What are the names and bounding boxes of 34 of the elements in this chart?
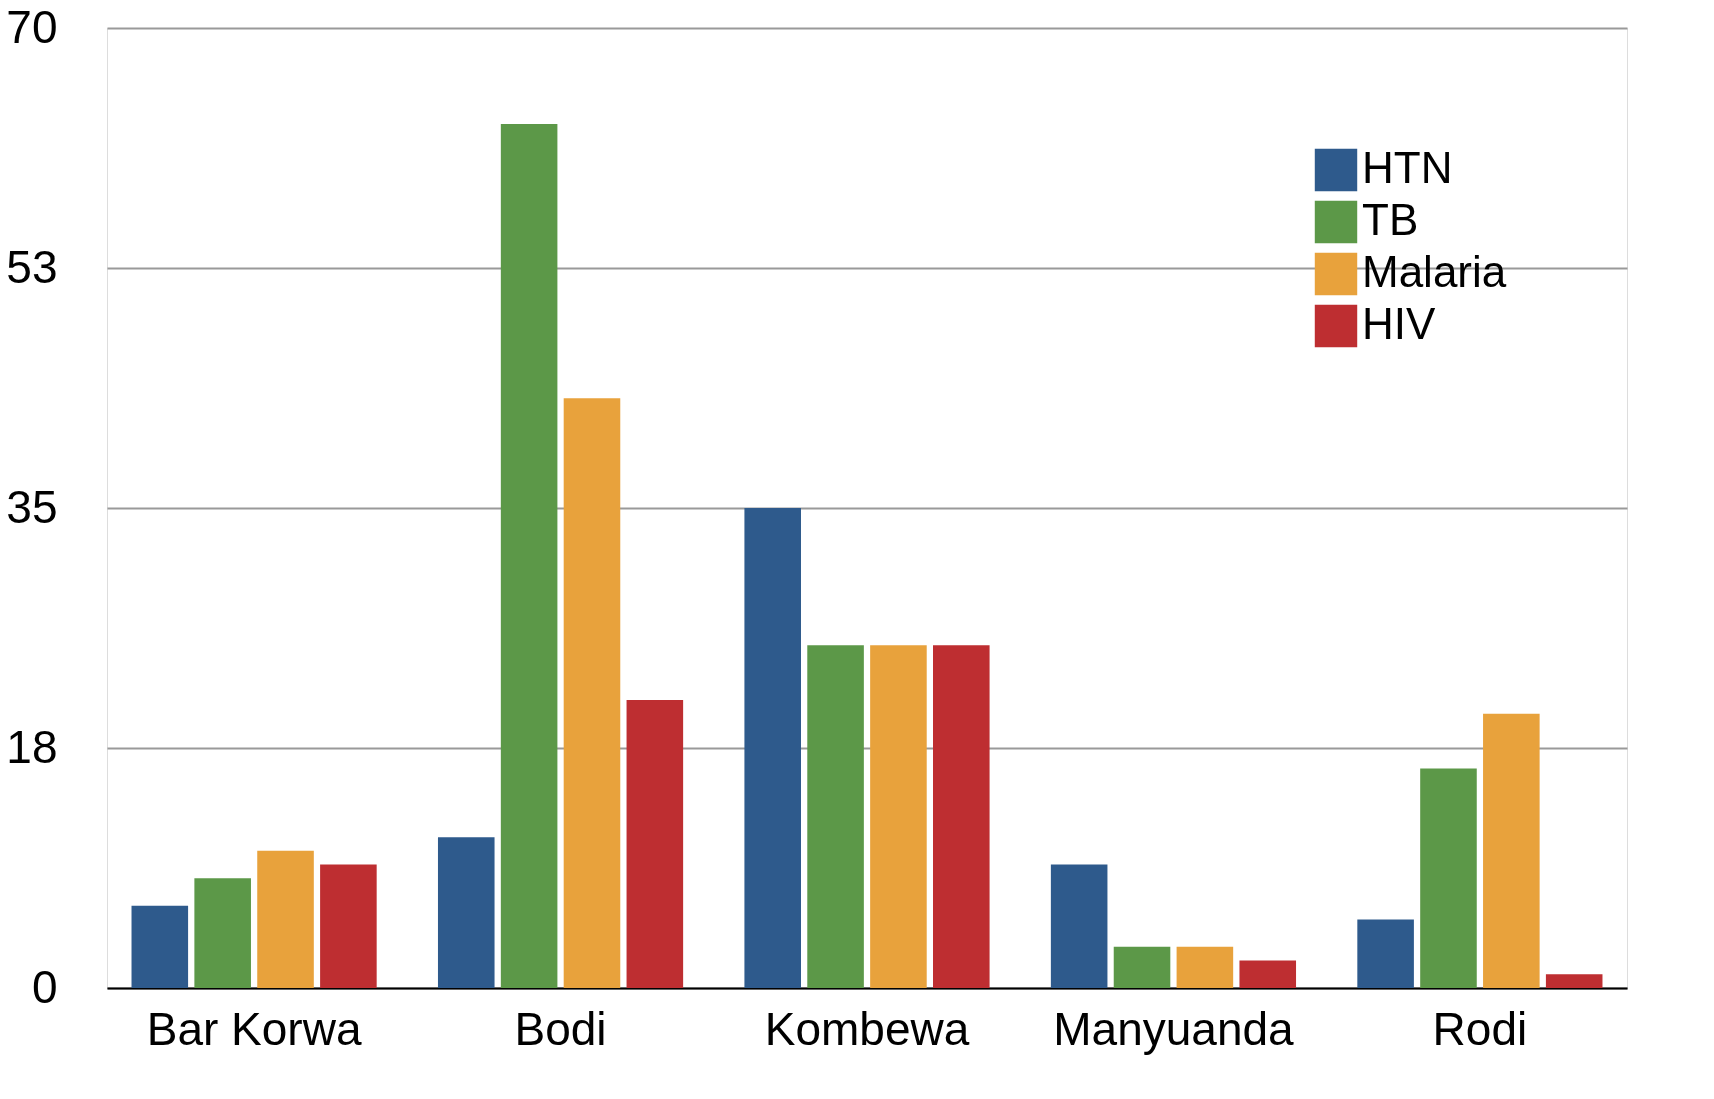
- bar: [131, 905, 189, 988]
- bar: [1357, 919, 1414, 988]
- bar: [563, 398, 621, 988]
- bar: [1050, 864, 1108, 988]
- bar: [257, 850, 314, 988]
- legend-label: Malaria: [1362, 247, 1507, 296]
- x-tick-label: Rodi: [1432, 1002, 1528, 1055]
- legend-label: HIV: [1362, 299, 1436, 348]
- x-tick-label: Manyuanda: [1053, 1002, 1295, 1055]
- bar: [870, 645, 927, 988]
- x-tick-label: Bodi: [514, 1002, 607, 1055]
- bar: [1420, 768, 1477, 988]
- x-tick-label: Bar Korwa: [146, 1002, 362, 1055]
- bar: [1483, 713, 1540, 988]
- bar: [933, 645, 990, 988]
- bar: [194, 878, 251, 988]
- y-tick-label: 35: [6, 480, 58, 533]
- y-tick-label: 0: [31, 960, 58, 1013]
- bar: [1545, 974, 1603, 988]
- bar: [1239, 960, 1297, 988]
- bar: [1176, 946, 1234, 988]
- bar: [1113, 946, 1171, 988]
- bar: [437, 837, 495, 988]
- y-tick-label: 70: [6, 0, 58, 53]
- legend-label: HTN: [1362, 143, 1453, 192]
- bar: [500, 124, 558, 988]
- bar: [807, 645, 864, 988]
- y-tick-label: 53: [6, 240, 58, 293]
- bar: [320, 864, 377, 988]
- bar: [626, 700, 684, 988]
- legend-label: TB: [1362, 195, 1419, 244]
- y-tick-label: 18: [6, 720, 58, 773]
- bar: [744, 508, 801, 988]
- x-tick-label: Kombewa: [764, 1002, 970, 1055]
